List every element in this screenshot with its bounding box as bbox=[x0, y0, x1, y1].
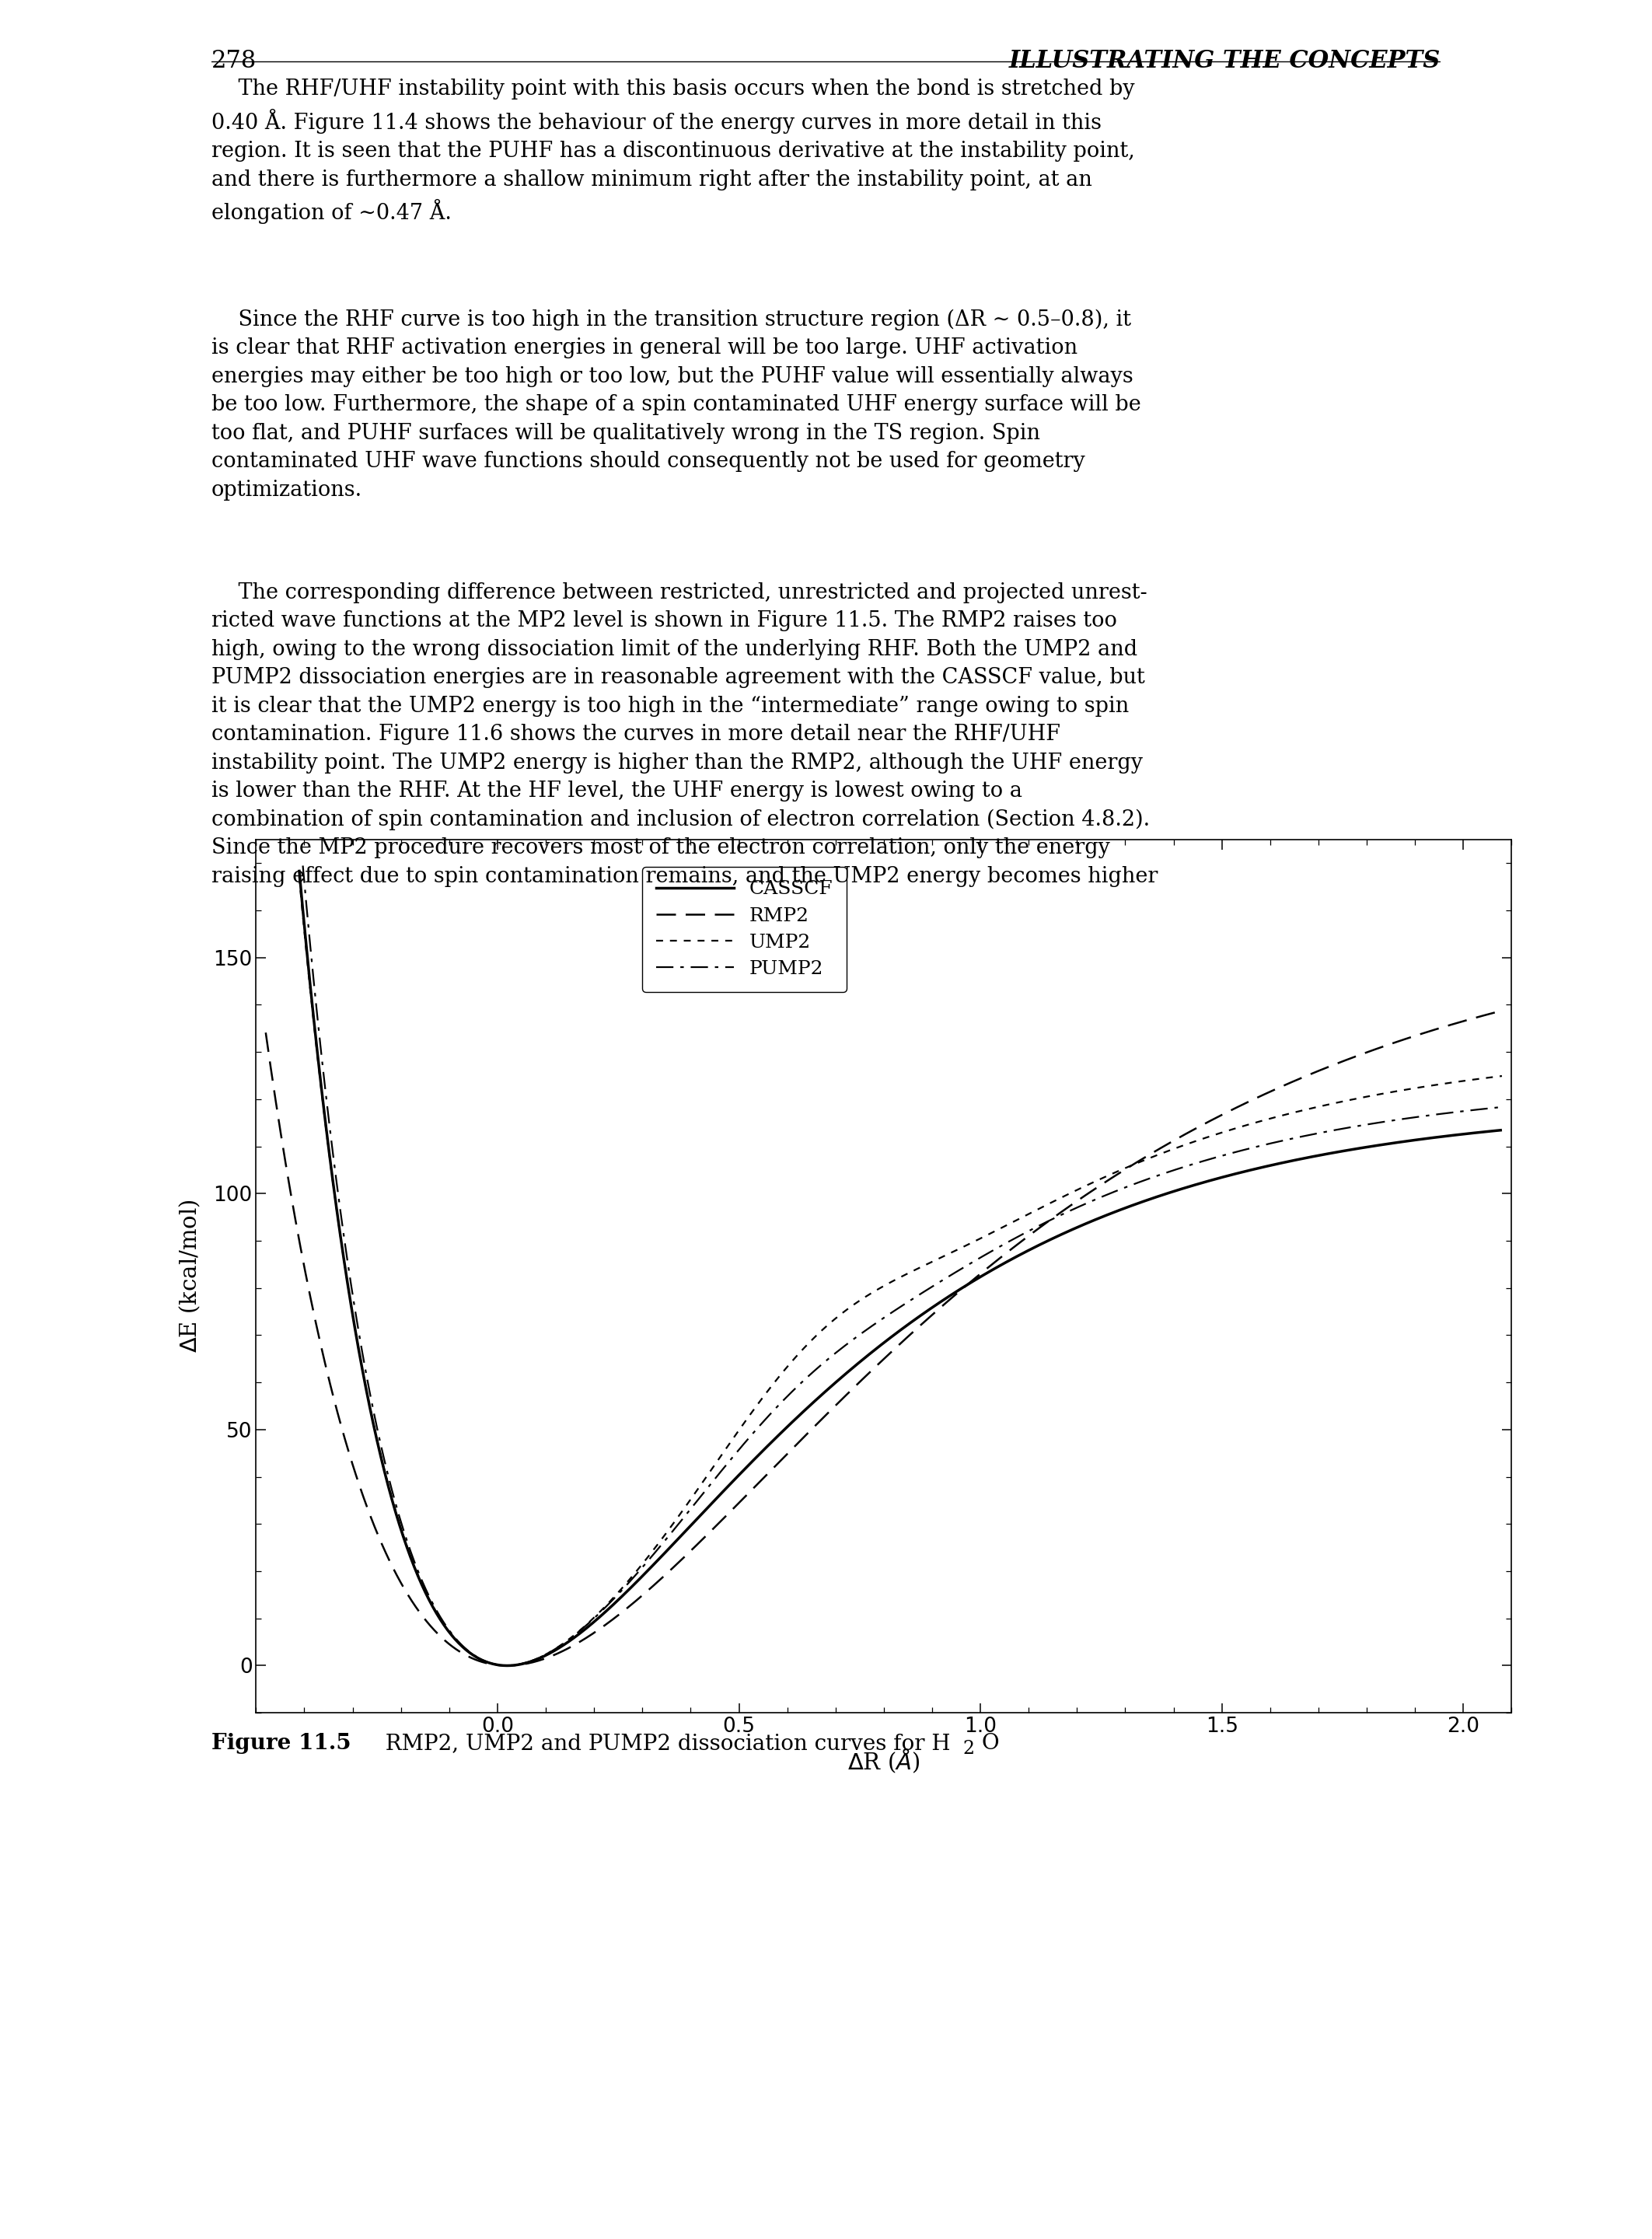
Legend: CASSCF, RMP2, UMP2, PUMP2: CASSCF, RMP2, UMP2, PUMP2 bbox=[643, 866, 846, 992]
Text: O: O bbox=[981, 1733, 999, 1753]
Text: ILLUSTRATING THE CONCEPTS: ILLUSTRATING THE CONCEPTS bbox=[1009, 49, 1441, 74]
Text: Since the RHF curve is too high in the transition structure region (ΔR ∼ 0.5–0.8: Since the RHF curve is too high in the t… bbox=[211, 309, 1142, 499]
Text: The corresponding difference between restricted, unrestricted and projected unre: The corresponding difference between res… bbox=[211, 582, 1158, 887]
Y-axis label: $\Delta$E (kcal/mol): $\Delta$E (kcal/mol) bbox=[178, 1200, 203, 1352]
Text: 2: 2 bbox=[963, 1740, 975, 1758]
X-axis label: $\Delta$R ($\AA$): $\Delta$R ($\AA$) bbox=[847, 1749, 920, 1776]
Text: RMP2, UMP2 and PUMP2 dissociation curves for H: RMP2, UMP2 and PUMP2 dissociation curves… bbox=[372, 1733, 950, 1753]
Text: 278: 278 bbox=[211, 49, 256, 74]
Text: Figure 11.5: Figure 11.5 bbox=[211, 1733, 352, 1753]
Text: The RHF/UHF instability point with this basis occurs when the bond is stretched : The RHF/UHF instability point with this … bbox=[211, 78, 1135, 224]
